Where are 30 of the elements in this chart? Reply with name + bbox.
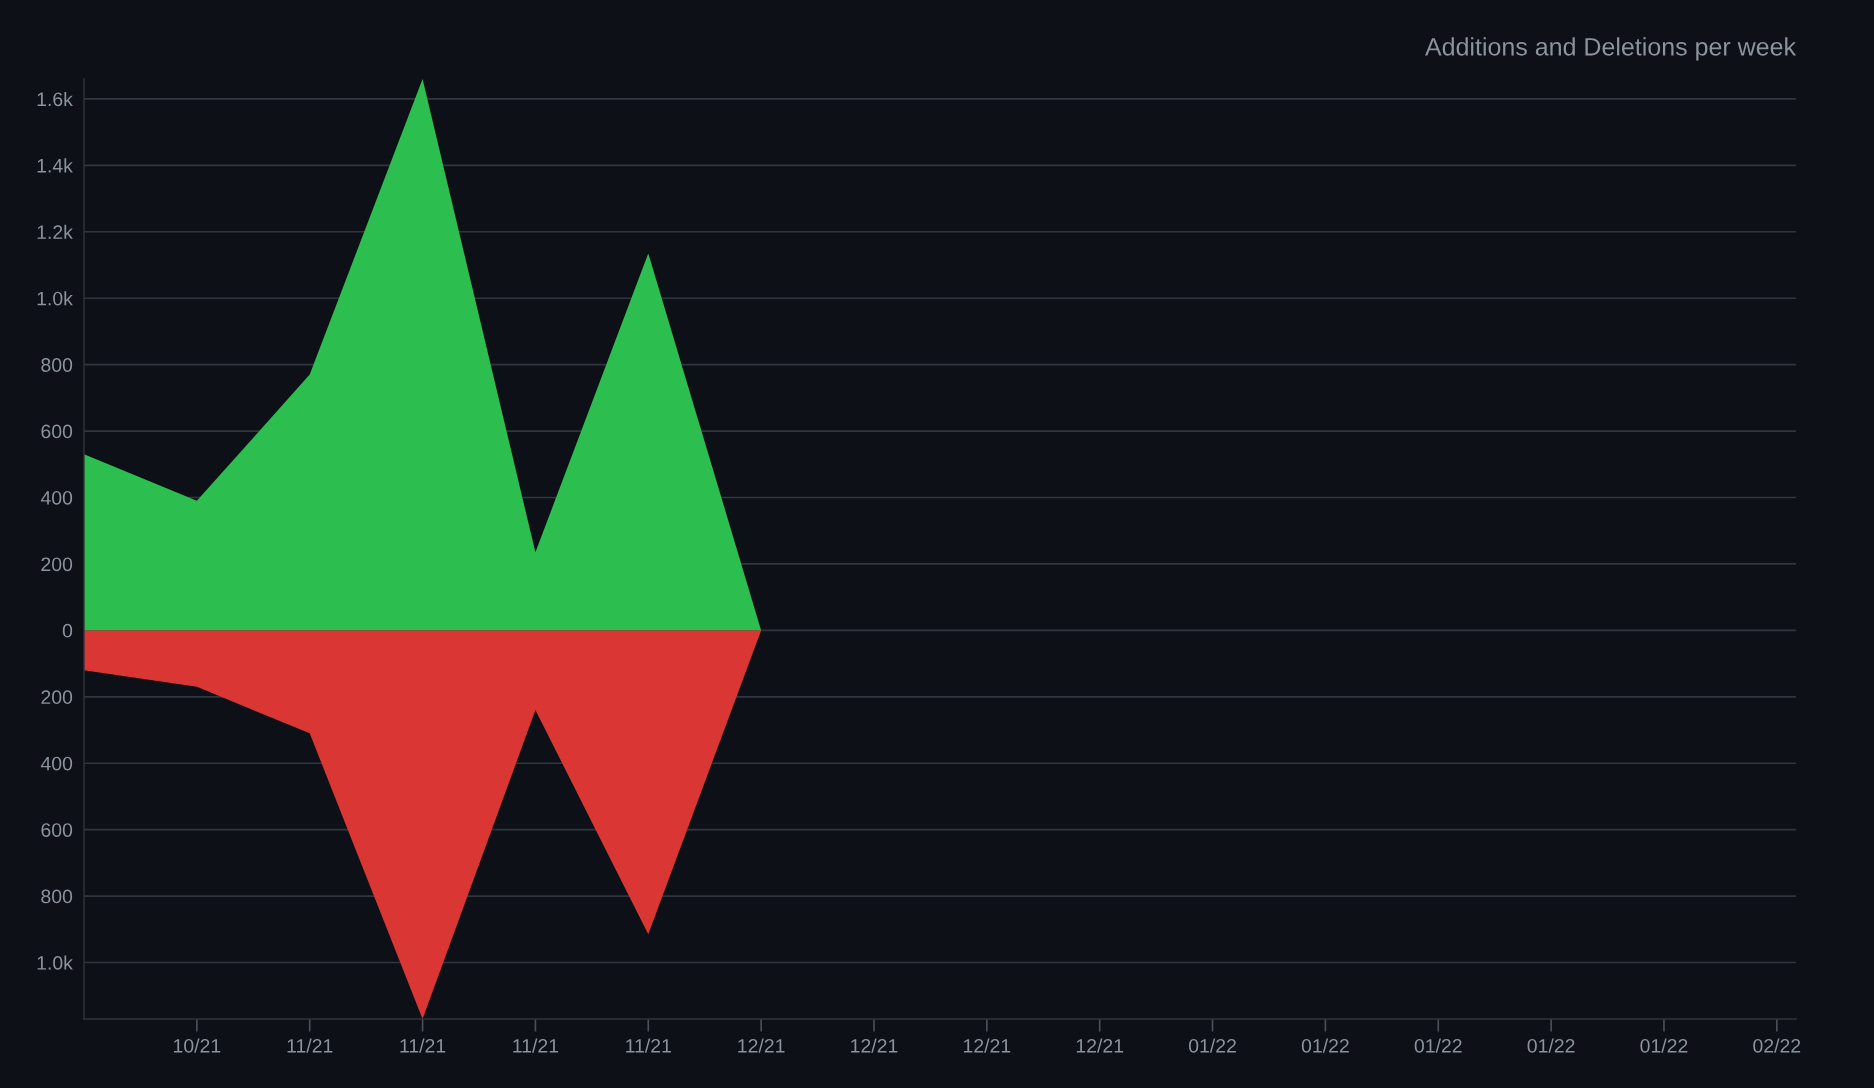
x-tick-label: 11/21 <box>513 1038 559 1053</box>
x-tick-label: 12/21 <box>851 1038 898 1053</box>
x-tick-label: 11/21 <box>626 1038 671 1053</box>
x-tick-label: 12/21 <box>738 1038 785 1053</box>
y-tick-label: 0 <box>62 623 73 638</box>
x-tick-label: 10/21 <box>174 1038 221 1053</box>
x-tick-label: 12/21 <box>963 1038 1011 1053</box>
chart-title: Additions and Deletions per week <box>1425 37 1797 61</box>
y-tick-label: 1.6k <box>37 91 73 107</box>
y-tick-label: 400 <box>40 756 73 771</box>
y-tick-label: 1.2k <box>37 224 73 239</box>
x-tick-label: 01/22 <box>1414 1038 1462 1053</box>
y-tick-label: 800 <box>41 889 73 904</box>
y-tick-label: 400 <box>40 490 73 505</box>
x-tick-label: 12/21 <box>1076 1038 1124 1053</box>
x-tick-label: 01/22 <box>1301 1038 1349 1053</box>
x-tick-label: 02/22 <box>1753 1038 1801 1053</box>
y-tick-label: 1.0k <box>37 291 73 306</box>
x-tick-label: 11/21 <box>400 1038 446 1053</box>
x-tick-label: 11/21 <box>287 1038 333 1053</box>
y-tick-label: 200 <box>41 557 73 572</box>
y-tick-label: 600 <box>41 823 73 837</box>
x-tick-label: 01/22 <box>1188 1038 1236 1053</box>
y-tick-label: 600 <box>41 424 73 439</box>
y-tick-label: 800 <box>41 358 73 372</box>
x-tick-label: 01/22 <box>1640 1038 1688 1053</box>
y-tick-label: 1.0k <box>37 955 73 970</box>
y-tick-label: 200 <box>41 690 73 705</box>
y-tick-label: 1.4k <box>37 158 73 173</box>
x-tick-label: 01/22 <box>1527 1038 1575 1053</box>
